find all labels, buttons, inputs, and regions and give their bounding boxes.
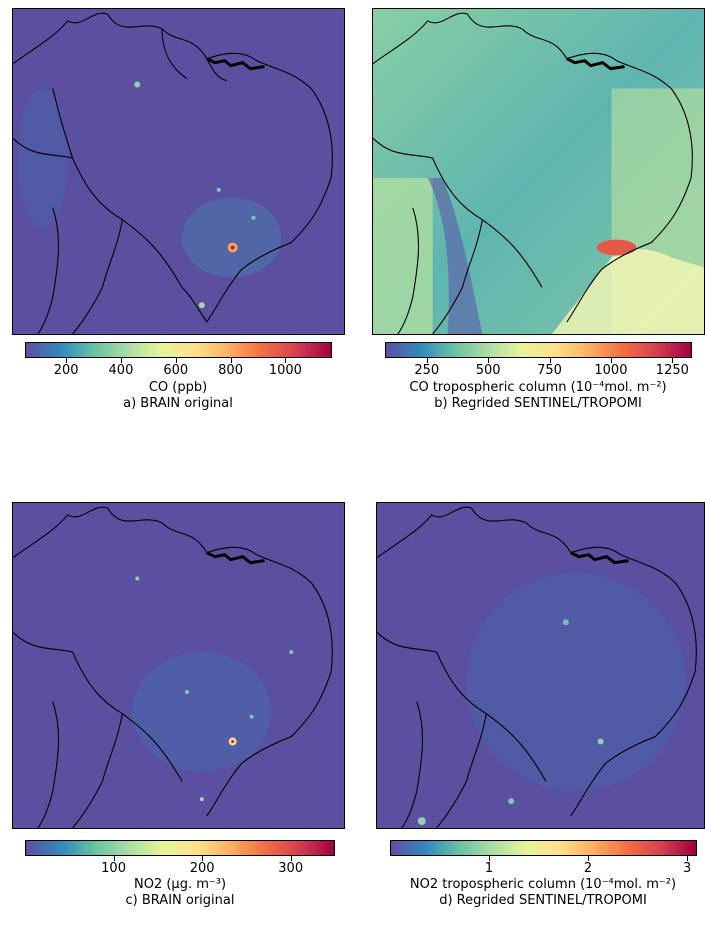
colorbar-b-tick: [672, 358, 674, 363]
colorbar-a: [25, 342, 332, 358]
colorbar-b-label: CO tropospheric column (10⁻⁴mol. m⁻²): [409, 380, 667, 395]
colorbar-b-tick: [549, 358, 551, 363]
map-d: [376, 502, 705, 829]
map-b: [372, 8, 705, 335]
map-a: [12, 8, 345, 335]
colorbar-b-tick: [426, 358, 428, 363]
colorbar-d-tick-label: 3: [682, 861, 692, 876]
colorbar-a-tick: [66, 358, 68, 363]
colorbar-c-tick-label: 200: [189, 861, 215, 876]
colorbar-d-tick: [489, 856, 491, 861]
colorbar-d-tick-label: 1: [484, 861, 494, 876]
colorbar-b-tick: [610, 358, 612, 363]
colorbar-b-tick-label: 500: [475, 363, 501, 378]
colorbar-c-tick: [290, 856, 292, 861]
map-b-svg: [373, 9, 704, 334]
colorbar-c-tick-label: 300: [278, 861, 304, 876]
colorbar-b-tick-label: 750: [537, 363, 562, 378]
colorbar-a-tick-label: 200: [53, 363, 79, 378]
colorbar-a-label: CO (ppb): [148, 380, 208, 395]
colorbar-d-tick: [588, 856, 590, 861]
colorbar-c-tick: [113, 856, 115, 861]
colorbar-a-tick: [120, 358, 122, 363]
colorbar-c: [25, 840, 335, 856]
map-c-svg: [13, 503, 344, 828]
colorbar-d: [390, 840, 697, 856]
colorbar-a-tick-label: 600: [163, 363, 189, 378]
caption-a: a) BRAIN original: [123, 396, 233, 411]
colorbar-d-tick-label: 2: [583, 861, 593, 876]
colorbar-a-tick-label: 400: [108, 363, 134, 378]
colorbar-b-tick-label: 250: [414, 363, 440, 378]
colorbar-b-tick-label: 1250: [655, 363, 689, 378]
colorbar-a-tick: [175, 358, 177, 363]
colorbar-c-tick: [202, 856, 204, 861]
caption-d: d) Regrided SENTINEL/TROPOMI: [439, 893, 647, 908]
map-a-svg: [13, 9, 344, 334]
colorbar-d-tick: [687, 856, 689, 861]
colorbar-c-label: NO2 (μg. m⁻³): [133, 877, 227, 892]
colorbar-a-tick: [230, 358, 232, 363]
colorbar-a-tick-label: 1000: [268, 363, 302, 378]
colorbar-b: [385, 342, 692, 358]
colorbar-a-tick: [285, 358, 287, 363]
colorbar-d-label: NO2 tropospheric column (10⁻⁴mol. m⁻²): [409, 877, 677, 892]
colorbar-a-tick-label: 800: [218, 363, 243, 378]
colorbar-b-tick-label: 1000: [594, 363, 628, 378]
map-d-svg: [377, 503, 704, 828]
caption-c: c) BRAIN original: [125, 893, 235, 908]
map-c: [12, 502, 345, 829]
caption-b: b) Regrided SENTINEL/TROPOMI: [434, 396, 642, 411]
colorbar-c-tick-label: 100: [101, 861, 126, 876]
colorbar-b-tick: [488, 358, 490, 363]
